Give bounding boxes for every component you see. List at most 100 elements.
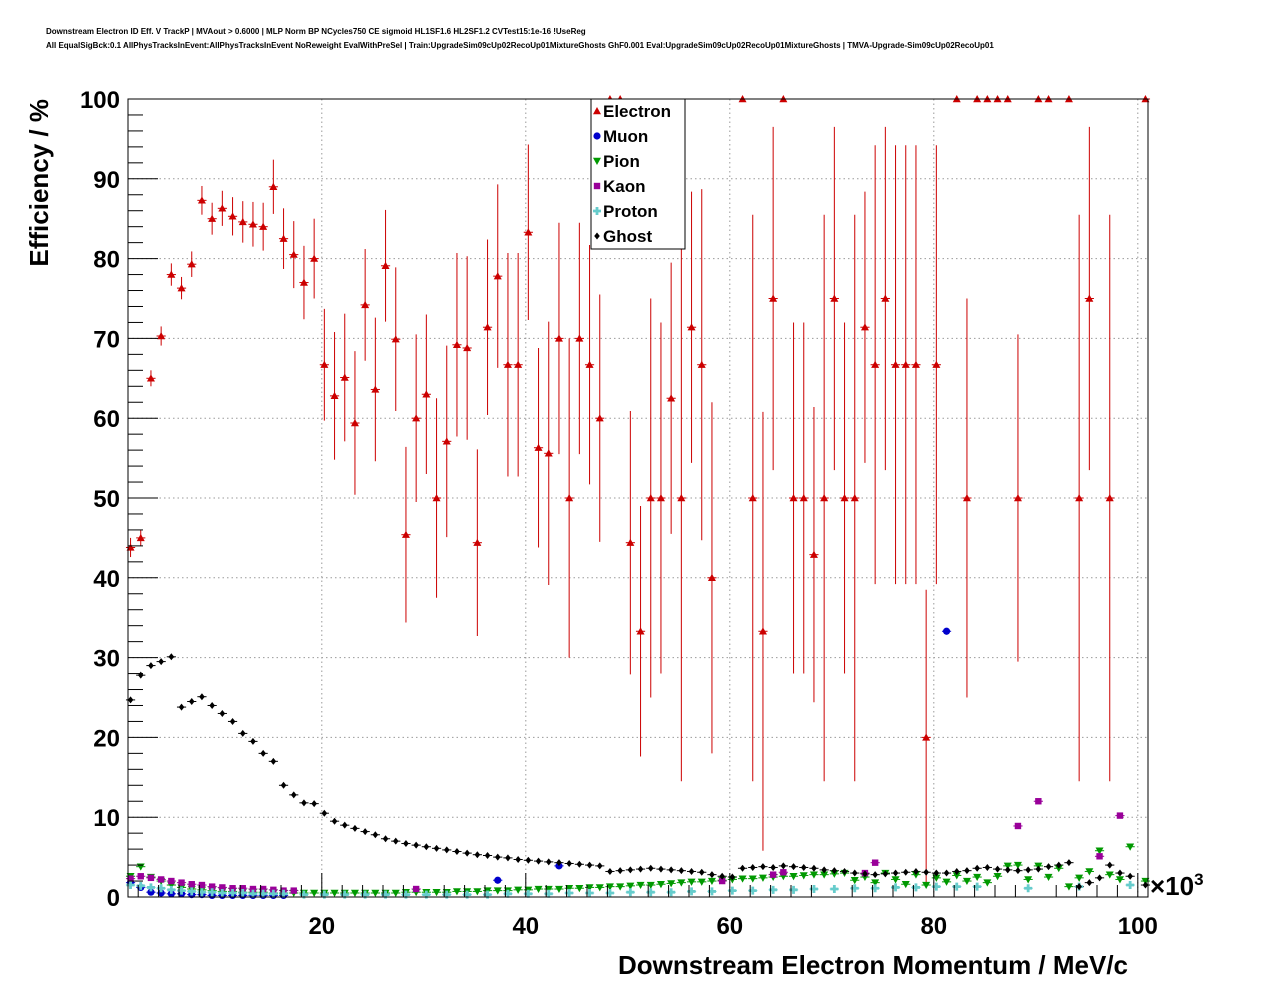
legend-label-pion: Pion — [603, 152, 640, 171]
ghost-point — [148, 662, 154, 670]
electron-point — [677, 494, 686, 502]
ghost-point — [505, 854, 511, 862]
pion-point — [809, 871, 818, 879]
pion-point — [626, 882, 635, 890]
ghost-point — [647, 864, 654, 872]
pion-point — [830, 870, 839, 878]
ghost-point — [515, 855, 521, 863]
pion-point — [973, 873, 982, 882]
ghost-point — [423, 843, 430, 851]
electron-point — [840, 494, 849, 502]
proton-point — [626, 888, 635, 897]
y-tick-label: 20 — [93, 725, 120, 752]
legend-label-ghost: Ghost — [603, 227, 652, 246]
electron-point — [259, 222, 268, 230]
electron-point — [422, 390, 431, 398]
electron-point — [1013, 494, 1022, 502]
electron-point — [371, 385, 380, 393]
proton-point — [299, 890, 308, 899]
ghost-point — [719, 872, 725, 880]
electron-point — [707, 573, 716, 581]
legend-marker-electron — [593, 107, 601, 115]
kaon-point — [259, 885, 267, 893]
ghost-point — [454, 848, 460, 856]
ghost-point — [362, 828, 368, 836]
electron-point — [871, 360, 880, 368]
electron-point — [442, 437, 451, 445]
ghost-point — [311, 800, 317, 808]
proton-point — [789, 885, 798, 894]
ghost-point — [964, 867, 970, 875]
ghost-point — [280, 781, 287, 789]
ghost-point — [841, 867, 848, 875]
electron-point — [187, 260, 196, 268]
ghost-point — [678, 867, 685, 875]
electron-point — [350, 418, 359, 427]
ghost-point — [811, 864, 817, 872]
electron-point — [575, 334, 584, 342]
proton-point — [218, 889, 227, 898]
proton-point — [269, 889, 278, 898]
electron-point — [208, 214, 217, 222]
ghost-point — [668, 866, 674, 874]
ghost-point — [831, 867, 838, 875]
legend-label-muon: Muon — [603, 127, 648, 146]
electron-point — [197, 196, 206, 204]
electron-point — [248, 220, 257, 228]
electron-point — [758, 627, 767, 635]
pion-point — [330, 889, 339, 898]
electron-point — [452, 340, 461, 348]
pion-point — [544, 885, 553, 894]
electron-point — [320, 360, 329, 368]
pion-point — [391, 889, 400, 898]
electron-point — [463, 343, 472, 352]
ghost-point — [780, 862, 787, 870]
pion-point — [646, 881, 655, 890]
muon-point — [157, 889, 165, 897]
proton-point — [769, 885, 778, 894]
pion-point — [1003, 862, 1012, 870]
electron-point — [289, 250, 298, 258]
electron-point — [483, 323, 492, 331]
kaon-point — [127, 875, 134, 882]
proton-point — [973, 882, 982, 891]
x-tick-label: 60 — [716, 913, 743, 940]
proton-point — [646, 888, 655, 897]
proton-point — [1024, 884, 1033, 893]
ghost-point — [199, 693, 205, 701]
ghost-point — [545, 858, 552, 866]
electron-point — [228, 212, 237, 220]
kaon-point — [208, 883, 216, 890]
ghost-point — [474, 851, 481, 859]
pion-point — [575, 885, 584, 893]
proton-point — [565, 889, 574, 898]
muon-point — [494, 876, 502, 884]
electron-point — [473, 538, 482, 546]
ghost-point — [994, 865, 1001, 873]
electron-point — [789, 494, 798, 502]
pion-point — [310, 889, 319, 898]
y-tick-label: 100 — [80, 87, 120, 114]
proton-point — [830, 885, 839, 894]
proton-point — [1126, 881, 1135, 890]
electron-point — [922, 733, 931, 741]
ghost-point — [178, 703, 185, 711]
ghost-point — [923, 868, 929, 876]
ghost-point — [658, 865, 664, 873]
tick-labels: 0 10 20 30 40 50 60 70 80 90 100 20 40 60 80 100 — [80, 87, 1158, 940]
x-tick-label: 40 — [512, 913, 539, 940]
kaon-point — [290, 887, 297, 894]
proton-point — [891, 883, 900, 892]
proton-point — [146, 883, 155, 892]
ghost-point — [127, 696, 134, 704]
ghost-point — [709, 871, 715, 879]
y-tick-label: 30 — [93, 646, 120, 673]
proton-point — [197, 888, 206, 897]
ghost-point — [943, 869, 950, 877]
ghost-point — [1055, 861, 1062, 869]
ghost-point — [1045, 863, 1052, 871]
electron-point — [820, 494, 829, 502]
ghost-point — [229, 717, 236, 725]
proton-point — [871, 884, 880, 893]
